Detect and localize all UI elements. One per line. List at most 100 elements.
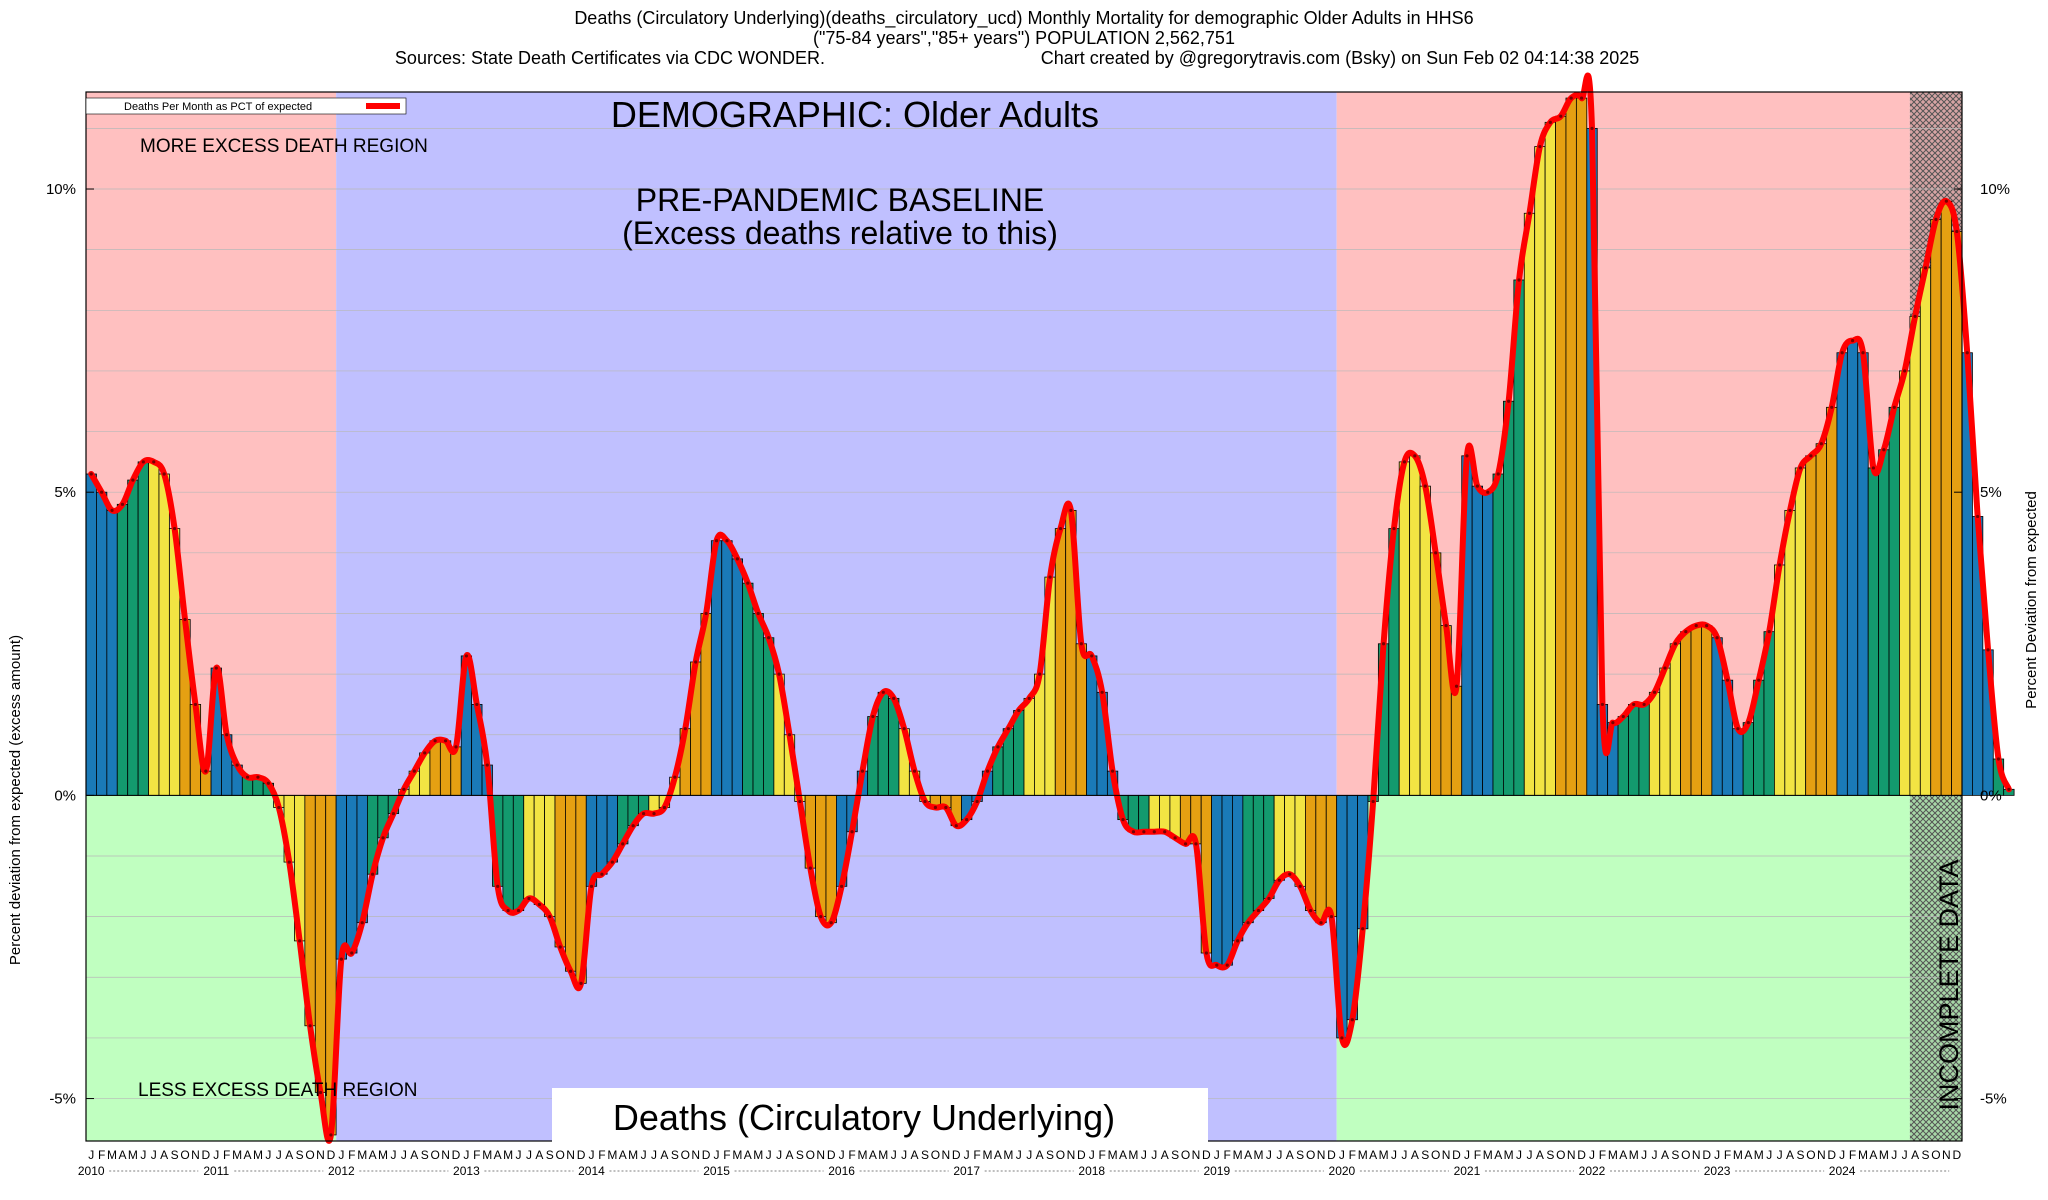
data-point: [975, 799, 979, 804]
data-point: [527, 896, 531, 901]
data-point: [1006, 727, 1010, 731]
data-point: [954, 824, 958, 828]
month-tick-label: M: [878, 1148, 888, 1162]
data-point: [808, 866, 812, 870]
month-tick-label: F: [1349, 1148, 1356, 1162]
data-point: [141, 460, 145, 464]
month-tick-label: S: [546, 1148, 554, 1162]
month-tick-label: J: [891, 1148, 897, 1162]
data-point: [1350, 1018, 1354, 1022]
data-point: [1090, 654, 1094, 658]
bar: [1169, 794, 1181, 839]
y-axis-label-right: Percent Deviation from expected: [2023, 491, 2040, 709]
data-point: [1309, 908, 1313, 913]
month-tick-label: S: [1296, 1148, 1304, 1162]
month-tick-label: O: [806, 1148, 815, 1162]
month-tick-label: J: [1526, 1148, 1532, 1162]
bar: [1836, 352, 1848, 796]
incomplete-data-label: INCOMPLETE DATA: [1934, 859, 1964, 1110]
bar: [1544, 121, 1556, 796]
more-excess-label: MORE EXCESS DEATH REGION: [140, 136, 428, 157]
month-tick-label: O: [556, 1148, 565, 1162]
month-tick-label: S: [1171, 1148, 1179, 1162]
month-tick-label: A: [160, 1148, 168, 1162]
data-point: [1454, 684, 1459, 688]
data-point: [1705, 623, 1709, 628]
data-point: [1757, 678, 1761, 682]
bar: [721, 540, 733, 796]
month-tick-label: A: [410, 1148, 418, 1162]
data-point: [1788, 508, 1792, 512]
data-point: [694, 660, 698, 664]
data-point: [423, 751, 427, 755]
month-tick-label: M: [1379, 1148, 1389, 1162]
baseline-label-1: PRE-PANDEMIC BASELINE: [636, 182, 1044, 218]
month-tick-label: S: [796, 1148, 804, 1162]
month-tick-label: A: [118, 1148, 126, 1162]
month-tick-label: M: [1754, 1148, 1764, 1162]
month-tick-label: J: [140, 1148, 146, 1162]
data-point: [985, 769, 990, 773]
month-tick-label: J: [276, 1148, 282, 1162]
month-tick-label: F: [1599, 1148, 1606, 1162]
month-tick-label: A: [869, 1148, 877, 1162]
year-tick-label: 2011: [203, 1164, 229, 1178]
month-tick-label: A: [1161, 1148, 1169, 1162]
data-point: [912, 769, 917, 773]
month-tick-label: J: [390, 1148, 396, 1162]
data-point: [1955, 229, 1959, 234]
bar: [742, 582, 754, 796]
month-tick-label: D: [327, 1148, 336, 1162]
y-tick-label-right: 5%: [1980, 484, 2002, 501]
bar: [1086, 655, 1098, 796]
bar: [1159, 794, 1171, 833]
data-point: [1694, 623, 1698, 628]
data-point: [1225, 963, 1229, 967]
bar: [1690, 625, 1702, 796]
month-tick-label: J: [766, 1148, 772, 1162]
bar: [335, 794, 347, 960]
bar: [1888, 406, 1900, 796]
data-point: [1486, 490, 1490, 494]
data-point: [235, 763, 239, 767]
month-tick-label: A: [1369, 1148, 1377, 1162]
data-point: [506, 908, 510, 913]
bar: [96, 491, 108, 796]
month-tick-label: J: [651, 1148, 657, 1162]
data-point: [256, 775, 260, 779]
data-point: [1142, 830, 1146, 834]
month-tick-label: N: [191, 1148, 200, 1162]
month-tick-label: O: [1806, 1148, 1815, 1162]
data-point: [1944, 199, 1948, 203]
year-tick-label: 2021: [1454, 1164, 1481, 1178]
month-tick-label: A: [785, 1148, 793, 1162]
month-tick-label: F: [1849, 1148, 1856, 1162]
bar: [1805, 455, 1817, 796]
bar: [1680, 631, 1692, 796]
data-point: [1027, 696, 1031, 700]
data-point: [391, 811, 396, 816]
data-point: [569, 969, 573, 973]
data-point: [1319, 921, 1323, 925]
bar: [731, 558, 744, 796]
data-point: [162, 472, 166, 476]
data-point: [1507, 399, 1511, 403]
month-tick-label: M: [482, 1148, 492, 1162]
month-tick-label: S: [671, 1148, 679, 1162]
year-tick-label: 2020: [1329, 1164, 1356, 1178]
data-point: [767, 636, 771, 640]
data-point: [454, 745, 458, 749]
data-point: [433, 739, 437, 743]
month-tick-label: J: [88, 1148, 94, 1162]
data-point: [2007, 787, 2011, 791]
data-point: [329, 1133, 333, 1137]
month-tick-label: J: [1839, 1148, 1845, 1162]
month-tick-label: D: [577, 1148, 586, 1162]
month-tick-label: J: [1391, 1148, 1397, 1162]
data-point: [214, 666, 218, 670]
year-tick-label: 2023: [1704, 1164, 1731, 1178]
data-point: [1194, 842, 1198, 846]
bar: [1273, 794, 1285, 881]
data-point: [1100, 690, 1104, 694]
